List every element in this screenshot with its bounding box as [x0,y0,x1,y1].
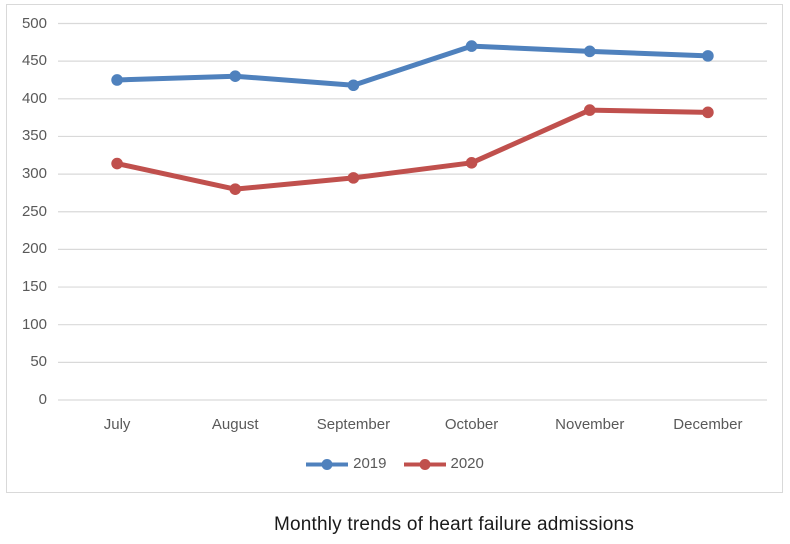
data-point-marker-2019 [702,50,714,62]
data-point-marker-2019 [111,74,123,86]
data-point-marker-2020 [229,183,242,195]
x-axis-label: November [555,416,625,433]
y-tick-label: 400 [21,89,47,107]
data-point-marker-2019 [583,45,596,58]
y-tick-label: 150 [21,278,47,296]
x-axis-label: July [103,416,131,433]
y-tick-label: 250 [21,202,47,220]
legend-label: 2020 [450,455,484,472]
y-tick-label: 450 [21,52,47,70]
chart-title: Monthly trends of heart failure admissio… [273,514,635,535]
data-point-marker-2020 [583,104,596,116]
y-tick-label: 100 [21,315,47,333]
series-line-2019 [114,43,711,88]
data-point-marker-2019 [347,79,360,92]
y-tick-label: 300 [21,165,47,183]
y-tick-label: 500 [21,14,47,32]
legend-label: 2019 [353,455,387,472]
data-point-marker-2019 [229,70,242,83]
y-tick-label: 200 [21,240,47,258]
x-axis-label: December [673,416,743,433]
legend-line-marker-icon [403,458,446,470]
chart-frame: 0 50 100 150 200 250 300 350 400 450 500 July Augus… [6,4,783,493]
legend-item-2020: 2020 [403,454,484,474]
x-axis-label: October [444,416,499,433]
line-chart-plot [58,22,767,401]
series-line-2020 [114,107,711,192]
x-axis-label: August [211,416,259,433]
legend-item-2019: 2019 [305,454,387,474]
data-point-marker-2020 [465,157,478,169]
y-tick-label: 0 [38,391,47,408]
data-point-marker-2020 [347,172,360,184]
data-point-marker-2019 [465,40,478,52]
data-point-marker-2020 [702,106,714,119]
data-point-marker-2020 [111,157,123,170]
x-axis-label: September [316,416,391,433]
y-tick-label: 50 [30,353,47,371]
chart-legend: 2019 2020 [7,454,782,474]
legend-line-marker-icon [306,458,349,470]
y-tick-label: 350 [21,127,47,145]
